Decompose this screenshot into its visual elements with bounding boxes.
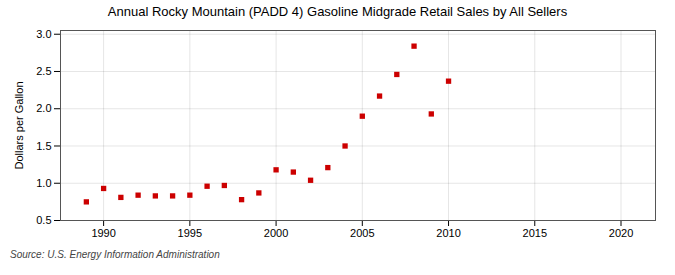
svg-text:Dollars per Gallon: Dollars per Gallon [13, 81, 25, 169]
svg-text:1.5: 1.5 [36, 140, 51, 152]
svg-text:2010: 2010 [436, 227, 460, 239]
svg-text:2000: 2000 [264, 227, 288, 239]
html-text:Annual Rocky Mountain (PADD 4): Annual Rocky Mountain (PADD 4) Gasoline … [107, 4, 568, 19]
svg-text:1995: 1995 [178, 227, 202, 239]
svg-text:1990: 1990 [91, 227, 115, 239]
html-text:Source: U.S. Energy Informatio: Source: U.S. Energy Information Administ… [10, 249, 220, 260]
svg-text:2020: 2020 [609, 227, 633, 239]
svg-text:2.5: 2.5 [36, 65, 51, 77]
svg-text:1.0: 1.0 [36, 177, 51, 189]
svg-text:2.0: 2.0 [36, 102, 51, 114]
svg-text:3.0: 3.0 [36, 28, 51, 40]
svg-text:2005: 2005 [350, 227, 374, 239]
svg-text:2015: 2015 [523, 227, 547, 239]
svg-text:0.5: 0.5 [36, 214, 51, 226]
